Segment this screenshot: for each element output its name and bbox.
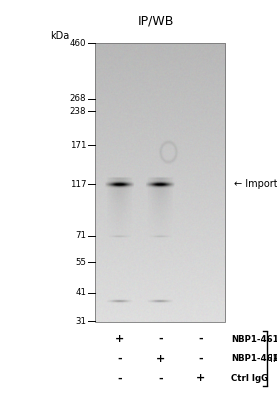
Text: 268: 268 [70,94,86,104]
Bar [95,43,225,322]
Text: 71: 71 [75,232,86,240]
Text: kDa: kDa [50,31,70,41]
Text: -: - [117,373,122,383]
Text: -: - [199,354,203,364]
Text: 238: 238 [70,107,86,116]
Text: 41: 41 [75,288,86,297]
Text: 171: 171 [70,141,86,150]
Text: +: + [115,334,124,344]
Text: 460: 460 [70,39,86,48]
Text: IP/WB: IP/WB [138,14,174,28]
Text: -: - [199,334,203,344]
Text: 31: 31 [75,317,86,326]
Text: -: - [117,354,122,364]
Text: -: - [158,334,163,344]
Text: 117: 117 [70,180,86,189]
Text: +: + [156,354,165,364]
Text: NBP1-46166: NBP1-46166 [231,354,277,363]
Text: -: - [158,373,163,383]
Text: NBP1-46165: NBP1-46165 [231,335,277,344]
Text: Ctrl IgG: Ctrl IgG [231,374,268,383]
Text: IP: IP [270,354,277,364]
Text: 55: 55 [75,258,86,267]
Text: ← Importin 4: ← Importin 4 [234,180,277,190]
Text: +: + [196,373,206,383]
